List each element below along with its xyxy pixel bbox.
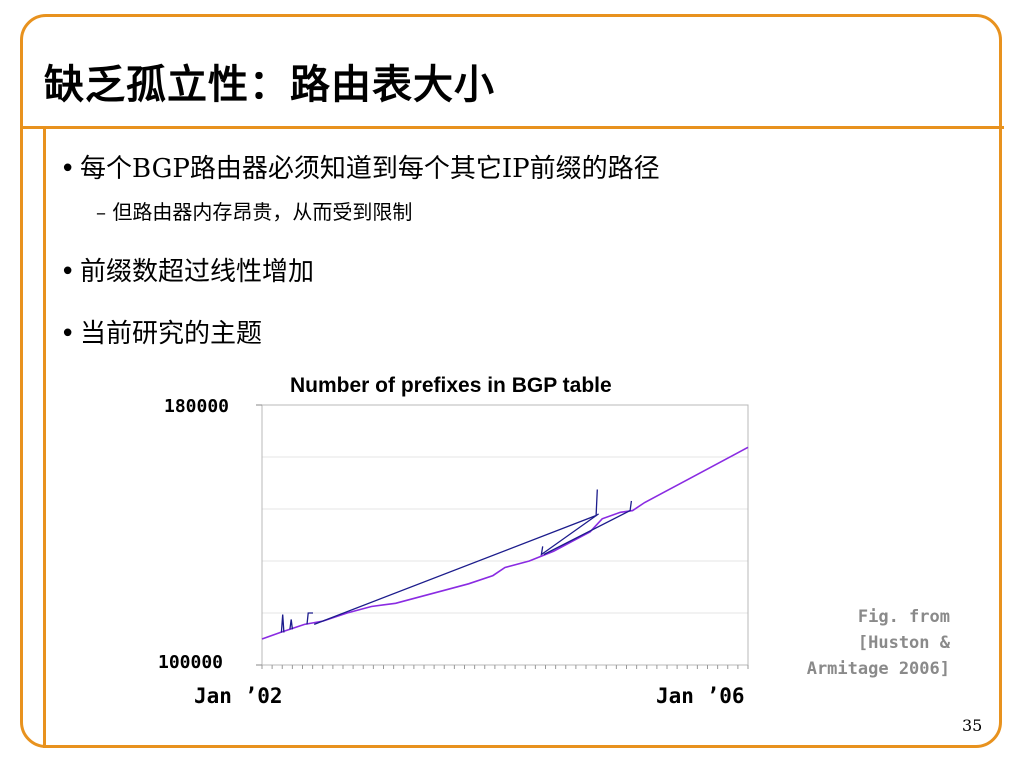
bullet-3: • 当前研究的主题 — [60, 313, 262, 350]
series-line-prefixes — [261, 446, 749, 640]
title-divider — [20, 126, 1004, 129]
series-spike — [289, 619, 294, 630]
sub-bullet-dash: – — [96, 200, 106, 224]
sub-bullet-1-text: 但路由器内存昂贵，从而受到限制 — [112, 200, 413, 224]
bullet-2: • 前缀数超过线性增加 — [60, 251, 314, 288]
slide-title: 缺乏孤立性：路由表大小 — [44, 62, 495, 108]
slide-frame — [20, 14, 1002, 748]
bullet-1: • 每个BGP路由器必须知道到每个其它IP前缀的路径 — [60, 148, 660, 185]
chart-title: Number of prefixes in BGP table — [290, 374, 612, 397]
bullet-1-text: 每个BGP路由器必须知道到每个其它IP前缀的路径 — [80, 154, 660, 184]
x-tick-label-right: Jan ’06 — [656, 684, 745, 708]
series-spike — [306, 612, 313, 625]
x-tick-label-left: Jan ’02 — [194, 684, 283, 708]
bullet-dot: • — [60, 319, 76, 349]
bullet-3-text: 当前研究的主题 — [80, 319, 263, 349]
left-rule — [43, 126, 46, 748]
series-spike — [543, 500, 633, 556]
series-spike — [313, 489, 598, 626]
caption-line-1: Fig. from — [857, 607, 950, 627]
y-tick-label-top: 180000 — [164, 396, 230, 417]
sub-bullet-1: – 但路由器内存昂贵，从而受到限制 — [96, 196, 412, 225]
series-spike — [540, 513, 599, 556]
plot-area — [261, 404, 749, 666]
series-spike — [280, 614, 285, 633]
caption-line-3: Armitage 2006] — [806, 659, 950, 679]
bullet-2-text: 前缀数超过线性增加 — [80, 257, 315, 287]
caption-line-2: [Huston & — [857, 633, 950, 653]
bullet-dot: • — [60, 154, 76, 184]
bullet-dot: • — [60, 257, 76, 287]
figure-caption: Fig. from [Huston & Armitage 2006] — [740, 604, 950, 682]
page-number: 35 — [962, 716, 983, 735]
y-tick-label-bottom: 100000 — [158, 652, 224, 673]
